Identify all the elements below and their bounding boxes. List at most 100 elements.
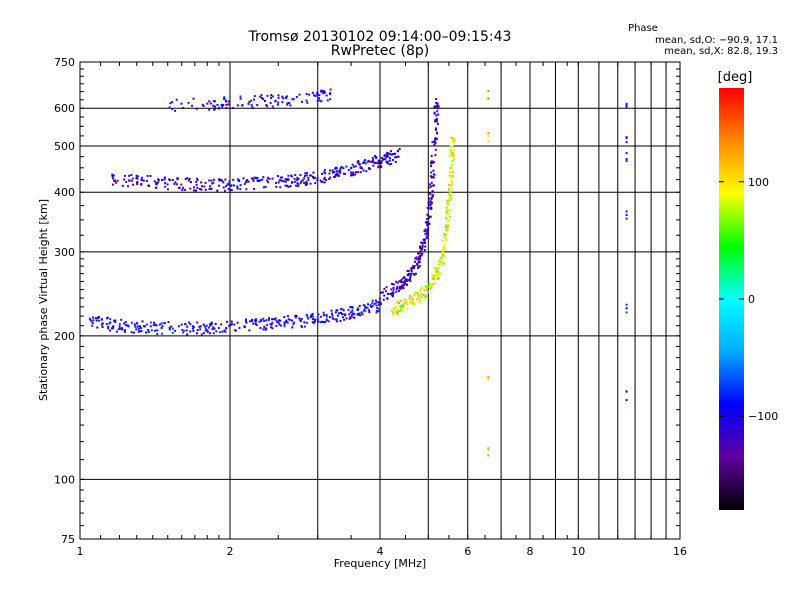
data-point [116,179,119,182]
data-point [369,160,372,163]
data-point [437,105,440,108]
data-point [431,161,434,164]
data-point [408,297,411,300]
data-point [313,320,316,323]
data-point [625,136,628,139]
data-point [452,139,455,142]
data-point [377,159,380,162]
data-point [247,102,250,105]
data-point [121,327,124,330]
data-point [400,307,403,310]
data-point [124,174,127,177]
data-point [381,158,384,161]
data-point [204,327,207,330]
data-point [247,180,250,183]
data-point [411,267,414,270]
stats-o: mean, sd,O: −90.9, 17.1 [655,35,778,46]
data-point [111,327,114,330]
data-point [375,156,378,159]
data-point [249,320,252,323]
data-point [442,262,445,265]
data-point [440,264,443,267]
data-point [163,178,166,181]
data-point [187,101,190,104]
data-point [396,285,399,288]
data-point [395,302,398,305]
data-point [198,325,201,328]
data-point [245,188,248,191]
data-point [424,228,427,231]
data-point [153,180,156,183]
data-point [296,179,299,182]
data-point [109,321,112,324]
data-point [395,290,398,293]
data-point [137,330,140,333]
data-point [356,308,359,311]
data-point [244,318,247,321]
data-point [426,222,429,225]
data-point [403,276,406,279]
x-tick-label: 1 [77,545,84,558]
data-point [283,180,286,183]
data-point [411,302,414,305]
data-point [343,318,346,321]
data-point [191,104,194,107]
data-point [221,105,224,108]
data-point [94,317,97,320]
data-point [259,95,262,98]
data-point [410,272,413,275]
data-point [227,188,230,191]
data-point [444,252,447,255]
data-point [111,183,114,186]
data-point [281,176,284,179]
data-point [157,181,160,184]
data-point [363,160,366,163]
data-point [153,329,156,332]
data-point [323,169,326,172]
data-point [391,293,394,296]
data-point [452,137,455,140]
data-point [392,312,395,315]
data-point [111,175,114,178]
data-point [133,323,136,326]
data-point [299,174,302,177]
data-point [158,323,161,326]
data-point [409,276,412,279]
data-point [289,185,292,188]
data-point [263,325,266,328]
data-point [281,180,284,183]
data-point [431,141,434,144]
data-point [450,167,453,170]
data-point [244,320,247,323]
y-tick-label: 600 [54,102,75,115]
data-point [214,105,217,108]
data-point [380,160,383,163]
data-point [315,92,318,95]
data-point [426,213,429,216]
chart-title: Tromsø 20130102 09:14:00–09:15:43 [248,29,512,45]
data-point [126,324,129,327]
data-point [333,176,336,179]
data-point [306,316,309,319]
data-point [433,275,436,278]
data-point [320,90,323,93]
data-point [391,282,394,285]
data-point [267,318,270,321]
data-point [334,311,337,314]
data-point [402,310,405,313]
data-point [410,269,413,272]
data-point [452,154,455,157]
data-point [429,287,432,290]
data-point [378,310,381,313]
data-point [339,319,342,322]
data-point [202,323,205,326]
data-point [435,120,438,123]
data-point [446,201,449,204]
data-point [322,92,325,95]
data-point [339,170,342,173]
data-point [436,103,439,106]
data-point [222,186,225,189]
data-point [312,175,315,178]
data-point [234,329,237,332]
